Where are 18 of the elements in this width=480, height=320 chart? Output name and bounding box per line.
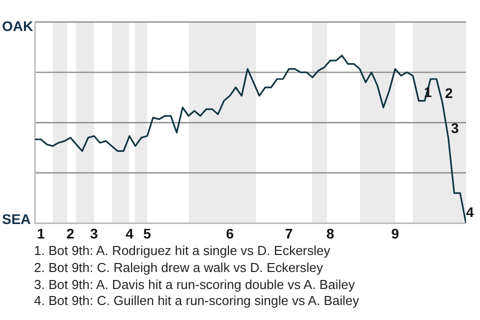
x-tick-label: 3 [90,225,98,242]
text: 1. Bot 9th: A. Rodriguez hit a single vs D. Eckersley [34,243,332,260]
x-tick-label: 4 [126,225,134,242]
text: OAK [2,18,34,34]
annotation: 2 [445,85,453,101]
x-tick-label: 2 [66,225,75,242]
x-tick-label: 7 [284,225,293,242]
x-tick-label: 9 [391,225,400,242]
text: 2. Bot 9th: C. Raleigh drew a walk vs D. Eckersley [34,260,324,277]
annotation: 3 [451,120,459,136]
text: 3. Bot 9th: A. Davis hit a run-scoring double vs A. Bailey [34,276,356,294]
text: SEA [2,211,31,228]
x-tick-label: 5 [143,225,152,242]
text: 4. Bot 9th: C. Guillen hit a run-scoring single vs A. Bailey [34,293,360,310]
annotation: 4 [466,204,474,220]
x-tick-label: 1 [37,225,46,242]
x-tick-label: 6 [226,225,234,242]
x-tick-label: 8 [326,225,334,242]
